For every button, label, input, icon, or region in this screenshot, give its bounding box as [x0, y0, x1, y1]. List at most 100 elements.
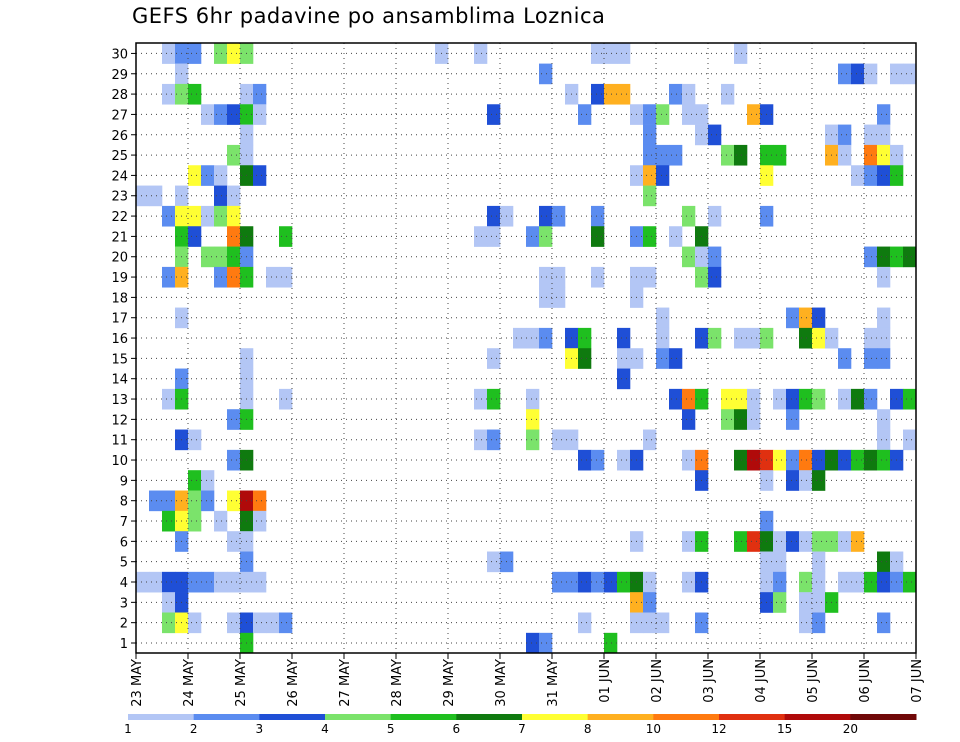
- heatmap-cell: [877, 307, 891, 329]
- heatmap-cell: [578, 571, 592, 593]
- heatmap-cell: [708, 266, 722, 288]
- colorbar-label: 10: [646, 722, 661, 736]
- colorbar-swatch: [850, 714, 917, 720]
- heatmap-cell: [617, 571, 631, 593]
- heatmap-cell: [253, 104, 267, 125]
- heatmap-cell: [734, 327, 748, 349]
- heatmap-cell: [188, 612, 202, 634]
- heatmap-cell: [734, 409, 748, 430]
- heatmap-cell: [539, 287, 553, 308]
- heatmap-cell: [162, 510, 176, 532]
- y-tick-label: 24: [111, 169, 128, 184]
- heatmap-cell: [617, 43, 631, 64]
- heatmap-cell: [526, 327, 540, 349]
- x-tick-label: 29 MAY: [442, 659, 457, 707]
- heatmap-cell: [812, 327, 826, 349]
- colorbar-swatch: [522, 714, 589, 720]
- heatmap-cell: [682, 531, 696, 552]
- heatmap-cell: [864, 449, 878, 471]
- heatmap-cell: [487, 551, 501, 573]
- heatmap-cell: [656, 307, 670, 329]
- heatmap-cell: [877, 144, 891, 166]
- heatmap-cell: [617, 83, 631, 105]
- heatmap-cell: [266, 266, 280, 288]
- heatmap-cell: [591, 266, 605, 288]
- colorbar-swatch: [784, 714, 851, 720]
- heatmap-cell: [682, 83, 696, 105]
- heatmap-cell: [903, 246, 917, 268]
- heatmap-cell: [188, 470, 202, 491]
- heatmap-cell: [188, 226, 202, 247]
- heatmap-cell: [578, 449, 592, 471]
- colorbar-swatch: [456, 714, 523, 720]
- heatmap-cell: [214, 104, 228, 125]
- heatmap-cell: [227, 531, 241, 552]
- y-tick-label: 13: [111, 393, 128, 408]
- heatmap-cell: [682, 205, 696, 227]
- heatmap-cell: [539, 266, 553, 288]
- heatmap-cell: [578, 327, 592, 349]
- heatmap-cell: [773, 449, 787, 471]
- heatmap-cell: [656, 327, 670, 349]
- heatmap-cell: [617, 368, 631, 390]
- heatmap-cell: [799, 307, 813, 329]
- heatmap-cell: [864, 144, 878, 166]
- colorbar-swatch: [259, 714, 326, 720]
- heatmap-cell: [279, 612, 293, 634]
- heatmap-cell: [734, 449, 748, 471]
- colorbar-label: 20: [843, 722, 858, 736]
- x-tick-label: 23 MAY: [130, 659, 145, 707]
- heatmap-cell: [162, 388, 176, 410]
- heatmap-cell: [682, 104, 696, 125]
- heatmap-cell: [591, 43, 605, 64]
- grid-layer: [136, 43, 916, 653]
- heatmap-cell: [747, 104, 761, 125]
- y-tick-label: 25: [111, 149, 128, 164]
- heatmap-cell: [864, 388, 878, 410]
- colorbar-swatch: [653, 714, 720, 720]
- heatmap-cell: [591, 205, 605, 227]
- y-tick-label: 20: [111, 251, 128, 266]
- heatmap-cell: [227, 43, 241, 64]
- heatmap-cell: [877, 449, 891, 471]
- heatmap-cell: [149, 185, 163, 207]
- heatmap-cell: [227, 144, 241, 166]
- heatmap-cell: [656, 165, 670, 186]
- colorbar-label: 5: [387, 722, 395, 736]
- heatmap-cell: [162, 490, 176, 512]
- heatmap-cell: [721, 388, 735, 410]
- heatmap-cell: [877, 612, 891, 634]
- heatmap-cell: [903, 388, 917, 410]
- y-axis: 1234567891011121314151617181920212223242…: [111, 47, 136, 652]
- heatmap-cell: [227, 205, 241, 227]
- y-tick-label: 30: [111, 47, 128, 62]
- heatmap-cell: [812, 307, 826, 329]
- heatmap-cell: [877, 571, 891, 593]
- heatmap-cell: [162, 205, 176, 227]
- heatmap-cell: [786, 531, 800, 552]
- heatmap-cell: [747, 531, 761, 552]
- heatmap-cell: [214, 165, 228, 186]
- heatmap-cell: [253, 571, 267, 593]
- heatmap-cell: [487, 388, 501, 410]
- heatmap-cell: [773, 144, 787, 166]
- heatmap-cell: [812, 571, 826, 593]
- heatmap-cell: [773, 551, 787, 573]
- heatmap-cell: [591, 83, 605, 105]
- y-tick-label: 6: [120, 535, 128, 550]
- heatmap-cell: [474, 429, 488, 451]
- heatmap-cell: [682, 449, 696, 471]
- heatmap-cell: [487, 205, 501, 227]
- colorbar-swatch: [390, 714, 457, 720]
- heatmap-cell: [864, 165, 878, 186]
- heatmap-cell: [214, 246, 228, 268]
- heatmap-cell: [201, 246, 215, 268]
- colorbar-label: 3: [256, 722, 264, 736]
- heatmap-cell: [188, 571, 202, 593]
- x-tick-label: 02 JUN: [650, 659, 665, 703]
- heatmap-cell: [643, 226, 657, 247]
- y-tick-label: 11: [111, 434, 128, 449]
- x-tick-label: 28 MAY: [390, 659, 405, 707]
- heatmap-cell: [877, 266, 891, 288]
- colorbar-swatch: [193, 714, 260, 720]
